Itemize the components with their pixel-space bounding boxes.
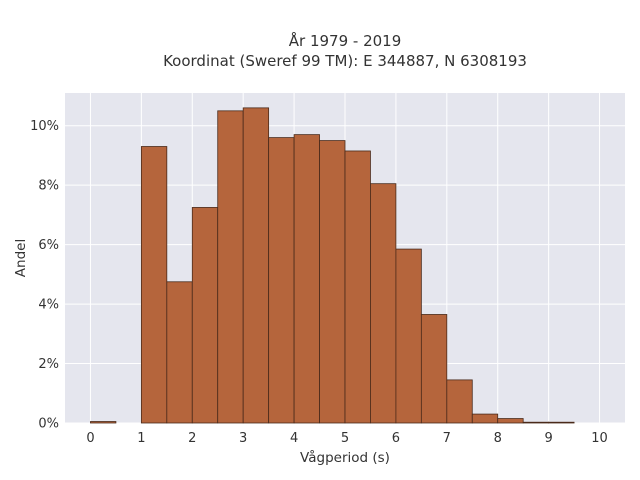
histogram-bar [370, 183, 397, 424]
histogram-bar [217, 110, 244, 424]
chart-title-line-1: År 1979 - 2019 [289, 31, 402, 50]
x-tick-label: 9 [544, 431, 552, 446]
y-tick-label: 10% [30, 119, 59, 134]
y-tick-label: 6% [38, 238, 59, 253]
histogram-bar [420, 314, 448, 424]
y-axis-title: Andel [13, 239, 29, 277]
histogram-bar [140, 146, 168, 424]
histogram-bar [522, 421, 550, 424]
histogram-bar [319, 140, 346, 424]
x-tick-label: 5 [341, 431, 349, 446]
histogram-bar [471, 413, 499, 424]
histogram-bar [548, 421, 575, 424]
x-tick-label: 7 [443, 431, 451, 446]
y-tick-label: 2% [38, 357, 59, 372]
histogram-bar [293, 134, 320, 424]
histogram-bar [497, 418, 524, 424]
y-tick-label: 4% [38, 298, 59, 313]
x-tick-label: 2 [188, 431, 196, 446]
y-axis-ticks: 0% 2% 4% 6% 8% 10% [30, 119, 59, 431]
x-axis-ticks: 0 1 2 3 4 5 6 7 8 9 10 [86, 431, 608, 446]
histogram-bars [90, 107, 575, 424]
x-tick-label: 6 [392, 431, 400, 446]
histogram-bar [344, 150, 371, 424]
x-axis-title: Vågperiod (s) [300, 449, 390, 466]
histogram-bar [268, 137, 295, 424]
x-tick-label: 1 [137, 431, 145, 446]
histogram-bar [166, 281, 193, 424]
histogram-bar [242, 107, 270, 424]
histogram-bar [395, 248, 422, 424]
histogram-bar [191, 207, 219, 424]
x-tick-label: 8 [494, 431, 502, 446]
y-tick-label: 0% [38, 417, 59, 432]
y-tick-label: 8% [38, 179, 59, 194]
histogram-bar [446, 379, 473, 424]
histogram-bar [90, 421, 117, 424]
x-tick-label: 10 [591, 431, 608, 446]
chart-title-line-2: Koordinat (Sweref 99 TM): E 344887, N 63… [163, 52, 527, 70]
x-tick-label: 4 [290, 431, 298, 446]
x-tick-label: 3 [239, 431, 247, 446]
x-tick-label: 0 [86, 431, 94, 446]
